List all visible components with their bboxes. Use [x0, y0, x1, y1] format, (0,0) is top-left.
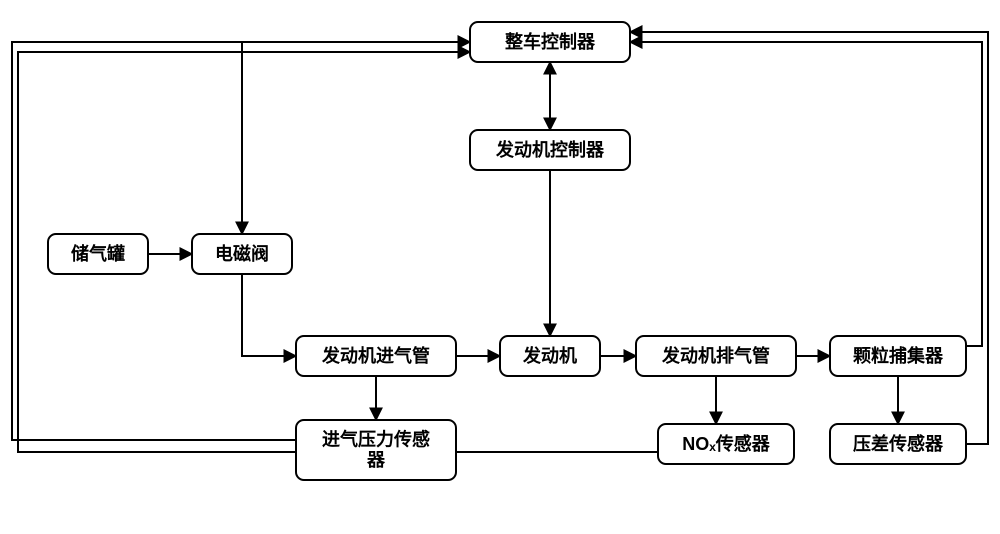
- node-label-vehicle_controller: 整车控制器: [504, 31, 596, 52]
- node-dp_sensor: 压差传感器: [830, 424, 966, 464]
- edge-particle_trap-to-vehicle_controller: [630, 42, 982, 346]
- flowchart-canvas: 整车控制器发动机控制器储气罐 电磁阀发动机进气管 发动机 发动机排气管 颗粒捕集器进气压…: [0, 0, 1000, 534]
- node-label-solenoid_valve: 电磁阀: [215, 243, 269, 264]
- node-label-dp_sensor: 压差传感器: [853, 433, 944, 454]
- edge-vehicle_controller-to-solenoid_valve: [242, 42, 470, 234]
- node-label-nox_sensor: NOₓ传感器: [682, 433, 771, 454]
- node-engine_exhaust: 发动机排气管: [636, 336, 796, 376]
- node-label-engine_controller: 发动机控制器: [495, 139, 605, 160]
- node-engine: 发动机: [500, 336, 600, 376]
- node-label-air_tank: 储气罐: [70, 243, 125, 264]
- edge-solenoid_valve-to-engine_intake: [242, 274, 296, 356]
- node-vehicle_controller: 整车控制器: [470, 22, 630, 62]
- node-solenoid_valve: 电磁阀: [192, 234, 292, 274]
- node-label-engine: 发动机: [522, 345, 577, 366]
- node-label-engine_exhaust: 发动机排气管: [661, 345, 770, 366]
- edge-dp_sensor-to-vehicle_controller: [630, 32, 988, 444]
- node-label-engine_intake: 发动机进气管: [321, 345, 430, 366]
- node-label-intake_pressure_sensor-line0: 进气压力传感: [322, 428, 430, 449]
- node-label-intake_pressure_sensor-line1: 器: [366, 450, 386, 470]
- node-air_tank: 储气罐: [48, 234, 148, 274]
- node-nox_sensor: NOₓ传感器: [658, 424, 794, 464]
- node-engine_intake: 发动机进气管: [296, 336, 456, 376]
- node-label-particle_trap: 颗粒捕集器: [853, 345, 944, 366]
- node-engine_controller: 发动机控制器: [470, 130, 630, 170]
- node-particle_trap: 颗粒捕集器: [830, 336, 966, 376]
- node-intake_pressure_sensor: 进气压力传感器: [296, 420, 456, 480]
